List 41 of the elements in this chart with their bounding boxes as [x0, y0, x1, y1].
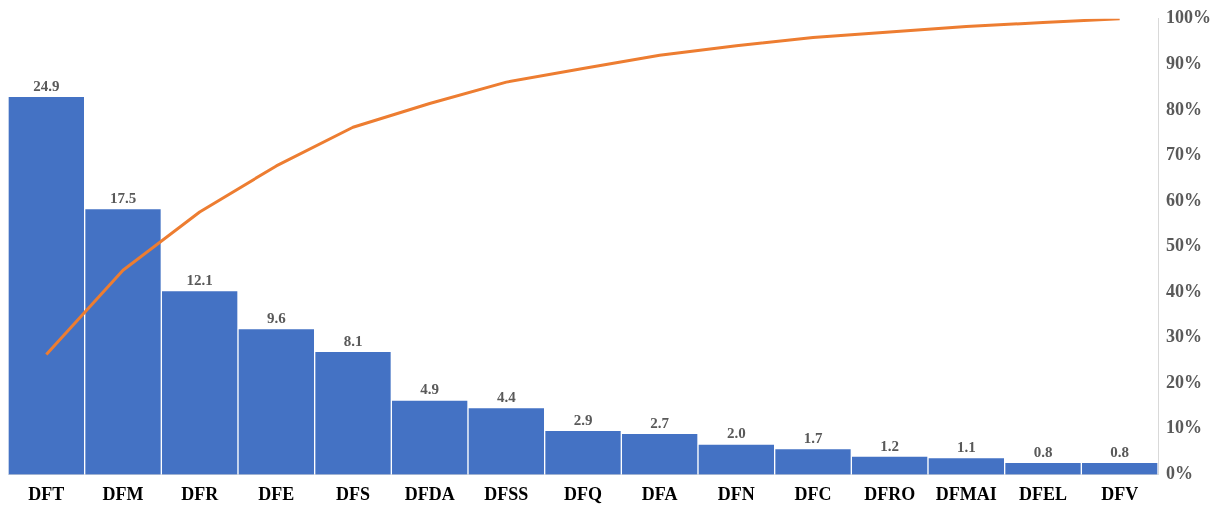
x-tick-label: DFC [794, 483, 832, 504]
x-tick-label: DFS [335, 483, 371, 504]
data-label: 24.9 [33, 77, 60, 94]
x-tick-label: DFSS [484, 483, 529, 504]
x-tick-label: DFR [181, 483, 220, 504]
data-label: 9.6 [266, 309, 287, 326]
data-label: 0.8 [1033, 443, 1053, 460]
y2-tick-label: 40% [1166, 280, 1202, 301]
data-label: 0.8 [1110, 443, 1130, 460]
y2-tick-label: 0% [1166, 463, 1193, 484]
data-label: 2.0 [726, 425, 746, 442]
x-tick-label: DFV [1101, 483, 1139, 504]
y2-tick-label: 50% [1166, 235, 1202, 256]
x-tick-label: DFA [641, 483, 678, 504]
data-label: 2.7 [650, 414, 670, 431]
data-label: 2.9 [573, 411, 593, 428]
data-label: 8.1 [343, 332, 363, 349]
y2-tick-label: 70% [1166, 144, 1202, 165]
x-tick-label: DFEL [1018, 483, 1068, 504]
x-tick-label: DFQ [564, 483, 602, 504]
x-tick-label: DFE [258, 483, 295, 504]
y2-tick-label: 10% [1166, 417, 1202, 438]
data-label: 4.9 [420, 381, 440, 398]
y2-tick-label: 100% [1166, 7, 1211, 28]
x-tick-label: DFM [102, 483, 144, 504]
data-label: 1.2 [880, 437, 900, 454]
data-label: 1.1 [956, 439, 976, 456]
data-label: 17.5 [109, 190, 137, 207]
x-tick-label: DFDA [404, 483, 455, 504]
data-label: 1.7 [803, 429, 823, 446]
data-label: 12.1 [186, 272, 213, 289]
y2-tick-label: 20% [1166, 371, 1202, 392]
y2-tick-label: 90% [1166, 53, 1202, 74]
y2-tick-label: 60% [1166, 189, 1202, 210]
x-tick-label: DFN [717, 483, 755, 504]
x-tick-label: DFMAI [935, 483, 997, 504]
y2-tick-label: 30% [1166, 326, 1202, 347]
data-label: 4.4 [496, 388, 517, 405]
x-tick-label: DFT [28, 483, 65, 504]
y2-tick-label: 80% [1166, 98, 1202, 119]
x-tick-label: DFRO [864, 483, 916, 504]
